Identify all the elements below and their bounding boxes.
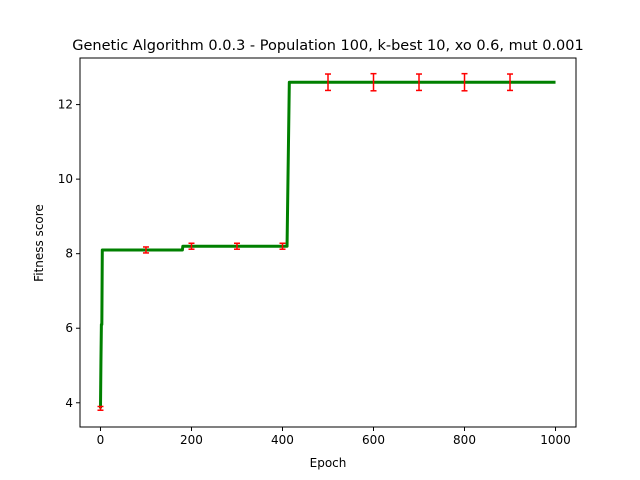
error-bar: [279, 242, 286, 250]
y-axis-label: Fitness score: [32, 204, 46, 282]
y-tick-label: 8: [65, 247, 73, 261]
x-tick-label: 200: [180, 433, 203, 447]
plot-area: [97, 72, 556, 411]
x-tick-label: 1000: [540, 433, 571, 447]
error-bar: [370, 72, 377, 92]
x-axis-label: Epoch: [310, 456, 347, 470]
x-tick-label: 0: [97, 433, 105, 447]
axes-frame: [79, 57, 577, 428]
axes: 0 200 400 600 800 1000 4 6 8 10 12: [58, 57, 577, 447]
error-bar: [97, 405, 104, 411]
error-bar: [233, 242, 240, 250]
error-bar: [142, 246, 149, 254]
error-bar: [188, 242, 195, 250]
y-tick-label: 6: [65, 321, 73, 335]
x-tick-label: 600: [362, 433, 385, 447]
plot-clipped: [97, 72, 556, 411]
y-tick-label: 12: [58, 98, 73, 112]
series-line-0: [98, 80, 556, 409]
chart-title: Genetic Algorithm 0.0.3 - Population 100…: [72, 38, 584, 54]
x-tick-label: 800: [453, 433, 476, 447]
error-bar: [507, 73, 514, 92]
y-tick-label: 4: [65, 396, 73, 410]
error-bar: [416, 73, 423, 92]
error-bar: [325, 73, 331, 92]
error-bar: [461, 72, 468, 92]
y-tick-label: 10: [58, 172, 73, 186]
x-tick-label: 400: [271, 433, 294, 447]
